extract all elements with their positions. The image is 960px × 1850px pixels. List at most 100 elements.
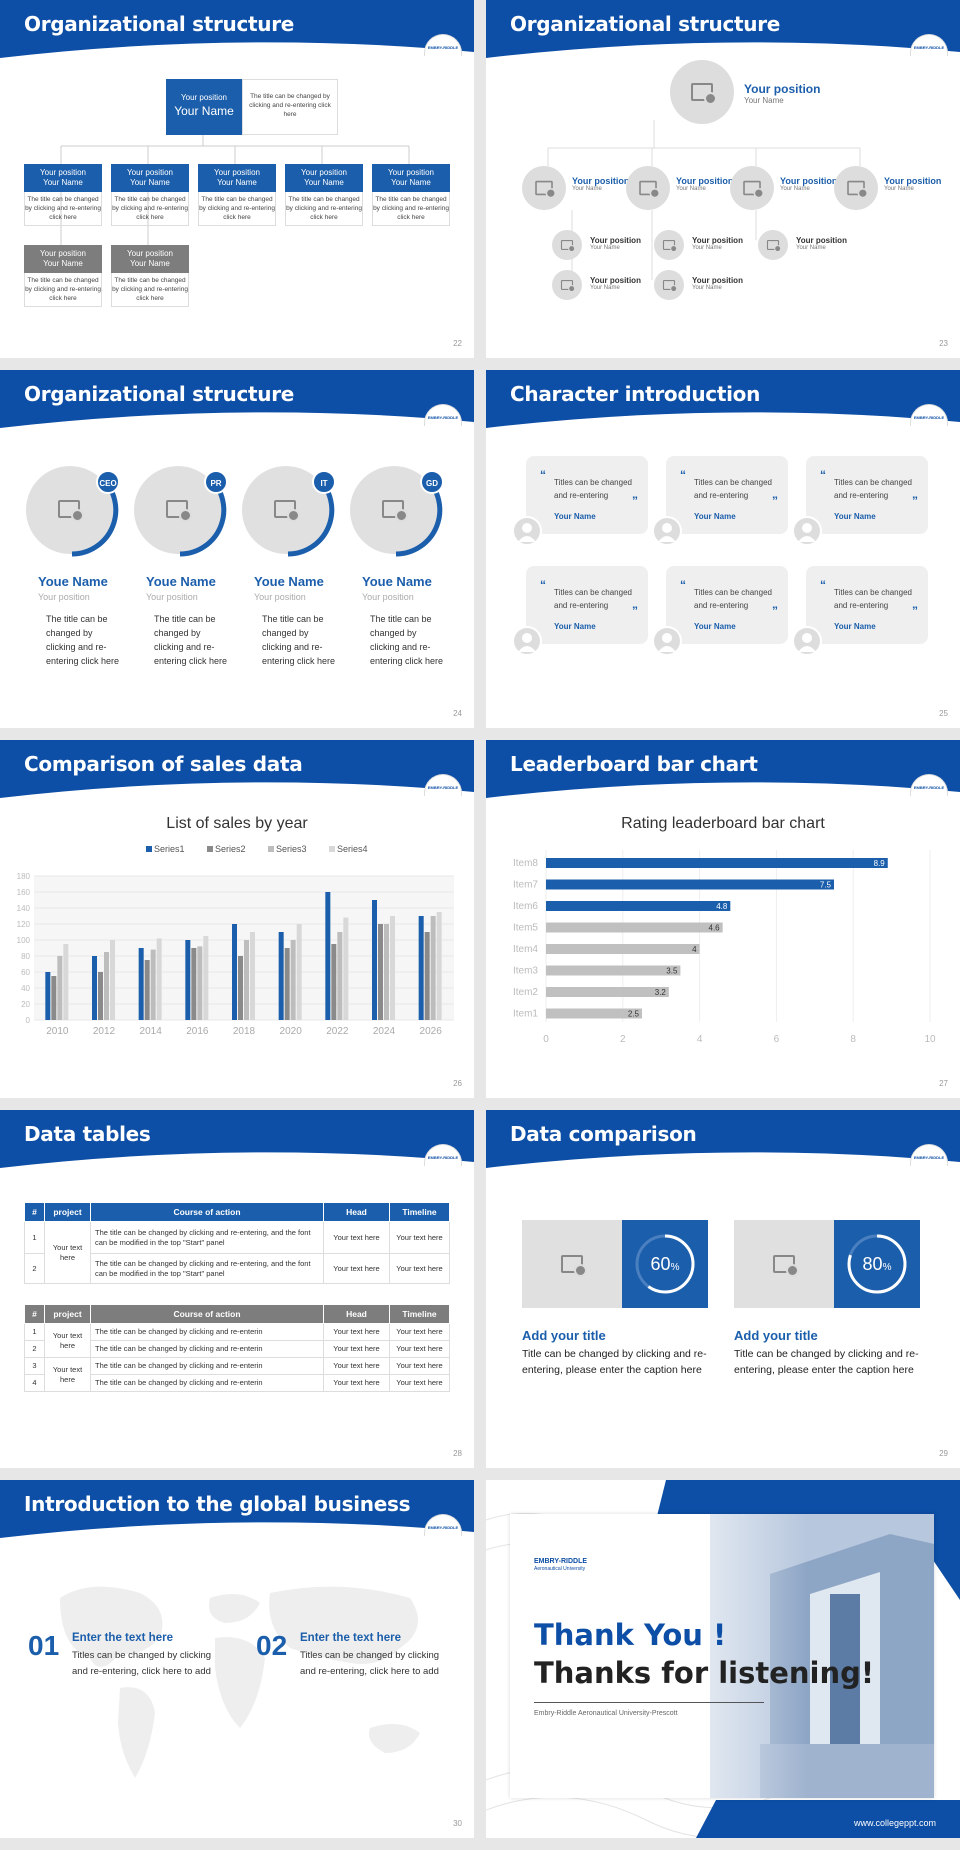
bar — [98, 972, 103, 1020]
table-row[interactable]: 2 The title can be changed by clicking a… — [24, 1253, 450, 1284]
sales-bar-chart: List of sales by year Series1 Series2 Serie… — [17, 815, 454, 1037]
bar — [546, 987, 669, 997]
top-node[interactable]: Your position Your Name — [166, 79, 242, 135]
member-name: Your Name — [590, 245, 620, 251]
slide-title: Organizational structure — [24, 382, 295, 406]
bar — [546, 1008, 642, 1019]
org-node[interactable]: Your position Your Name The title can be c… — [111, 164, 189, 226]
node-name: Your Name — [130, 178, 170, 187]
y-tick-label: Item4 — [513, 944, 538, 955]
bar — [343, 917, 349, 1020]
x-tick-label: 2014 — [140, 1026, 163, 1037]
image-placeholder-icon — [766, 240, 782, 253]
cell: The title can be changed by clicking and… — [90, 1323, 324, 1341]
quote-card[interactable]: “ Titles can be changed and re-entering” Y… — [526, 456, 648, 534]
slide-title: Data tables — [24, 1122, 151, 1146]
org-node[interactable]: Your position Your Name The title can be c… — [285, 164, 363, 226]
org-node[interactable]: Your position Your Name The title can be c… — [372, 164, 450, 226]
image-placeholder-icon — [560, 240, 576, 253]
quote-card[interactable]: “ Titles can be changed and re-entering” Y… — [806, 566, 928, 644]
bar — [104, 952, 109, 1020]
image-placeholder-icon — [847, 180, 868, 199]
table-row[interactable]: 3 Your text here The title can be changed … — [24, 1357, 450, 1392]
y-tick-label: Item6 — [513, 901, 538, 912]
close-quote-icon: ” — [772, 604, 778, 618]
bar — [284, 948, 290, 1020]
slide-31[interactable]: EMBRY-RIDDLE Aeronautical University Tha… — [486, 1480, 960, 1838]
person-card[interactable]: PR Youe Name Your position The title can be… — [132, 464, 232, 704]
bar — [390, 916, 395, 1020]
world-map — [60, 1586, 420, 1778]
col-header: Timeline — [389, 1304, 450, 1324]
slide-26[interactable]: Comparison of sales data EMBRY-RIDDLE Li… — [0, 740, 474, 1098]
website-link[interactable]: www.collegeppt.com — [853, 1818, 936, 1828]
page-number: 29 — [939, 1449, 948, 1458]
node-desc-text: The title can be changed by clicking and… — [25, 277, 101, 302]
slide-23[interactable]: Organizational structure EMBRY-RIDDLE Yo… — [486, 0, 960, 358]
org-node[interactable]: Your position Your Name The title can be c… — [198, 164, 276, 226]
y-tick-label: Item7 — [513, 880, 538, 891]
card-logo: EMBRY-RIDDLE — [534, 1558, 588, 1565]
slide-30[interactable]: Introduction to the global business EMBR… — [0, 1480, 474, 1838]
slide-29[interactable]: Data comparison EMBRY-RIDDLE 60% Add your… — [486, 1110, 960, 1468]
org-node[interactable]: Your position Your Name The title can be c… — [24, 245, 102, 307]
image-placeholder-icon — [382, 500, 408, 522]
slide-header: Data comparison EMBRY-RIDDLE — [486, 1110, 960, 1168]
node-name: Your Name — [43, 259, 83, 268]
slide-27[interactable]: Leaderboard bar chart EMBRY-RIDDLE Ratin… — [486, 740, 960, 1098]
cell: Your text here — [389, 1340, 450, 1358]
person-card[interactable]: GD Youe Name Your position The title can be… — [348, 464, 448, 704]
page-number: 25 — [939, 709, 948, 718]
image-placeholder — [522, 1220, 622, 1308]
quote-card[interactable]: “ Titles can be changed and re-entering” Y… — [806, 456, 928, 534]
quote-card[interactable]: “ Titles can be changed and re-entering” Y… — [666, 456, 788, 534]
person-card[interactable]: CEO Youe Name Your position The title can b… — [24, 464, 124, 704]
cell: 2 — [24, 1340, 45, 1358]
open-quote-icon: “ — [680, 468, 686, 482]
member-position: Your position — [590, 276, 641, 285]
data-label: 4.8 — [716, 902, 728, 911]
slide-24[interactable]: Organizational structure EMBRY-RIDDLE CE… — [0, 370, 474, 728]
user-avatar-icon — [652, 626, 682, 656]
node-position: Your position — [127, 249, 173, 258]
slide-28[interactable]: Data tables EMBRY-RIDDLE # project Cours… — [0, 1110, 474, 1468]
item-heading: Add your title — [734, 1328, 818, 1343]
node-header: Your position Your Name — [372, 164, 450, 192]
cell: 4 — [24, 1374, 45, 1392]
bar — [92, 956, 97, 1020]
cell: Your text here — [44, 1357, 91, 1392]
slide-25[interactable]: Character introduction EMBRY-RIDDLE “ Tit… — [486, 370, 960, 728]
node-name: Your Name — [217, 178, 257, 187]
building-photo — [510, 1514, 934, 1798]
org-node[interactable]: Your position Your Name The title can be c… — [111, 245, 189, 307]
cell: Your text here — [389, 1357, 450, 1375]
card-logo-sub: Aeronautical University — [534, 1566, 586, 1572]
image-placeholder-icon — [535, 180, 556, 199]
node-desc: The title can be changed by clicking and… — [24, 192, 102, 226]
table-row[interactable]: 1 Your text here The title can be changed … — [24, 1323, 450, 1358]
org-connectors — [60, 134, 410, 245]
node-name: Your Name — [174, 104, 234, 118]
table-row[interactable]: 4 The title can be changed by clicking an… — [24, 1374, 450, 1392]
node-position: Your position — [301, 168, 347, 177]
bar — [150, 949, 156, 1020]
node-position: Your position — [40, 249, 86, 258]
image-placeholder-icon — [662, 240, 678, 253]
quote-card[interactable]: “ Titles can be changed and re-entering” Y… — [526, 566, 648, 644]
chart-title: Rating leaderboard bar chart — [621, 815, 825, 832]
person-card[interactable]: IT Youe Name Your position The title can be… — [240, 464, 340, 704]
data-label: 4 — [692, 945, 697, 954]
top-avatar — [670, 60, 734, 124]
comparison-card[interactable]: 80% — [734, 1220, 920, 1308]
slide-22[interactable]: Organizational structure EMBRY-RIDDLE Yo… — [0, 0, 474, 358]
bar — [57, 956, 63, 1020]
bar — [546, 858, 888, 868]
cell: Your text here — [323, 1374, 390, 1392]
node-header: Your position Your Name — [111, 245, 189, 273]
member-name: Your Name — [780, 186, 810, 192]
comparison-card[interactable]: 60% — [522, 1220, 708, 1308]
member-position: Your position — [692, 236, 743, 245]
table-row[interactable]: 1 Your text here The title can be change… — [24, 1221, 450, 1284]
org-node[interactable]: Your position Your Name The title can be c… — [24, 164, 102, 226]
quote-card[interactable]: “ Titles can be changed and re-entering” Y… — [666, 566, 788, 644]
